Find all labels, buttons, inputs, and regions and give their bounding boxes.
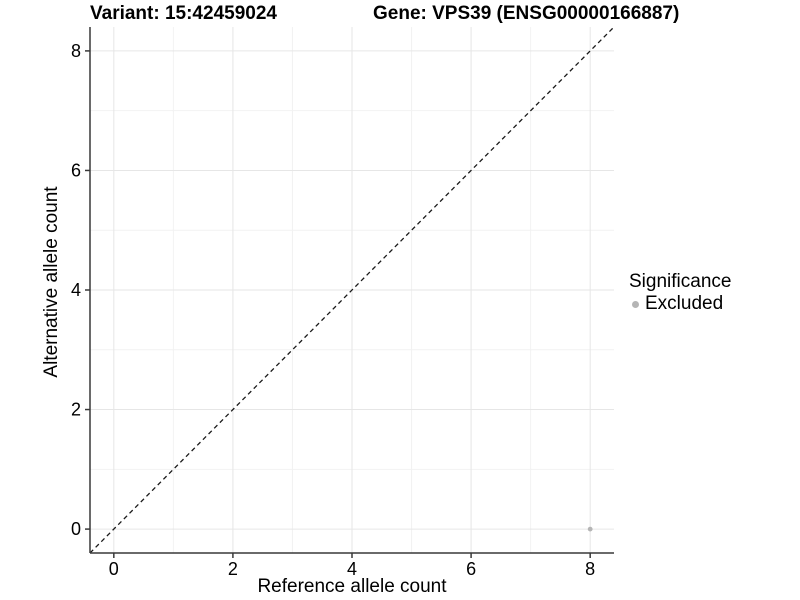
legend-title: Significance [629, 271, 732, 292]
x-tick-label: 0 [109, 559, 119, 579]
legend-point-icon [632, 300, 639, 308]
x-tick-label: 4 [347, 559, 357, 579]
legend: Significance Excluded [629, 271, 731, 315]
y-tick-label: 8 [71, 41, 81, 61]
x-axis-title: Reference allele count [257, 576, 447, 597]
x-tick-label: 8 [585, 559, 595, 579]
legend-item-excluded: Excluded [632, 293, 731, 315]
plot-title-gene: Gene: VPS39 (ENSG00000166887) [373, 3, 680, 24]
y-tick-label: 4 [71, 280, 81, 300]
plot-title-variant: Variant: 15:42459024 [90, 3, 277, 24]
y-tick-label: 0 [71, 519, 81, 539]
legend-item-label: Excluded [645, 293, 724, 314]
y-tick-label: 2 [71, 400, 81, 420]
y-tick-label: 6 [71, 160, 81, 180]
data-point [587, 526, 593, 532]
x-tick-label: 6 [466, 559, 476, 579]
x-tick-label: 2 [228, 559, 238, 579]
y-axis-title: Alternative allele count [41, 186, 62, 378]
identity-reference-line [89, 26, 615, 554]
